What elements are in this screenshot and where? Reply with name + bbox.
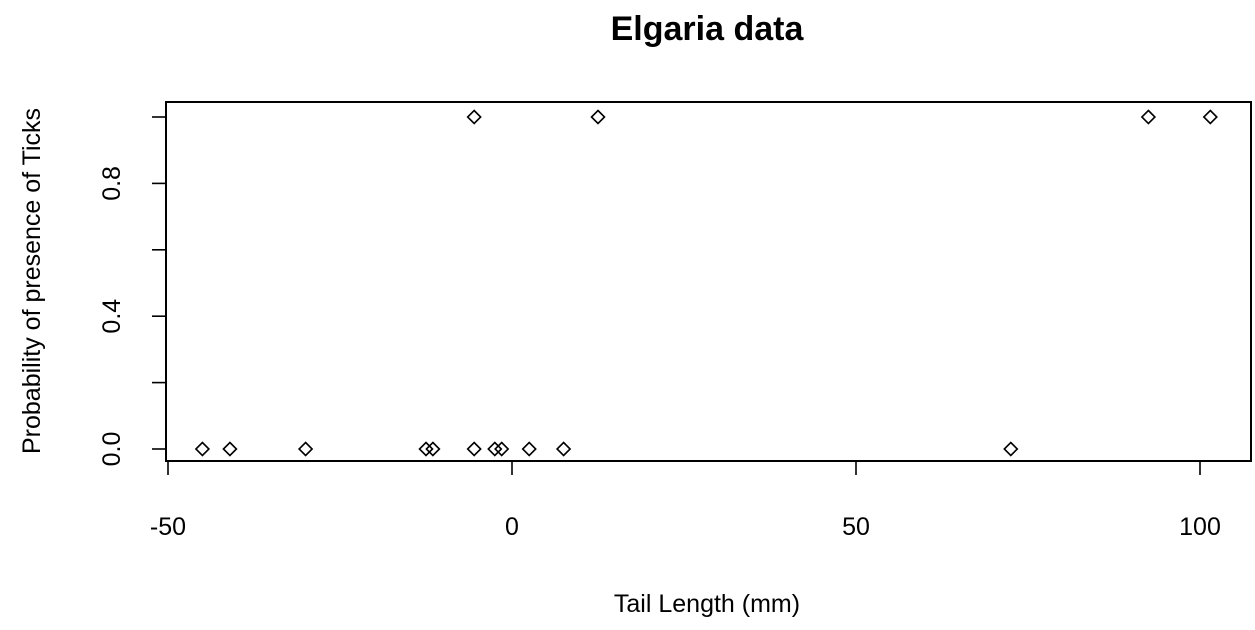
data-point	[425, 441, 441, 457]
data-point	[1003, 441, 1019, 457]
data-point	[466, 109, 482, 125]
y-axis: 0.0 0.4 0.8	[98, 116, 167, 467]
data-point	[1202, 109, 1218, 125]
x-tick-label: 50	[842, 513, 870, 541]
data-point	[297, 441, 314, 457]
data-point	[555, 441, 572, 457]
x-tick-label: -50	[150, 513, 186, 541]
plot-frame	[165, 101, 1252, 462]
x-tick-label: 100	[1179, 513, 1221, 541]
y-axis-label: Probability of presence of Ticks	[18, 108, 46, 454]
data-points	[194, 109, 1218, 457]
y-tick-label: 0.4	[98, 299, 126, 334]
y-tick-label: 0.0	[98, 432, 126, 467]
x-axis-label: Tail Length (mm)	[614, 590, 800, 618]
data-point	[1140, 109, 1157, 125]
x-axis: -50 0 50 100	[150, 460, 1221, 541]
data-point	[590, 109, 606, 125]
data-point	[487, 441, 503, 457]
y-tick-label: 0.8	[98, 166, 126, 201]
data-point	[194, 441, 211, 457]
x-tick-label: 0	[505, 513, 519, 541]
data-point	[222, 441, 238, 457]
chart-title: Elgaria data	[611, 10, 805, 48]
data-point	[521, 441, 537, 457]
data-point	[494, 441, 510, 457]
data-point	[466, 441, 482, 457]
data-point	[418, 441, 434, 457]
